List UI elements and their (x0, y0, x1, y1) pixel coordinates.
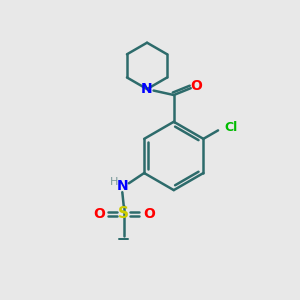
Text: O: O (190, 79, 202, 93)
Text: Cl: Cl (224, 121, 237, 134)
Text: S: S (118, 206, 129, 221)
Text: N: N (116, 179, 128, 193)
Text: O: O (93, 207, 105, 221)
Text: O: O (143, 207, 155, 221)
Text: N: N (141, 82, 153, 96)
Text: H: H (110, 177, 118, 187)
